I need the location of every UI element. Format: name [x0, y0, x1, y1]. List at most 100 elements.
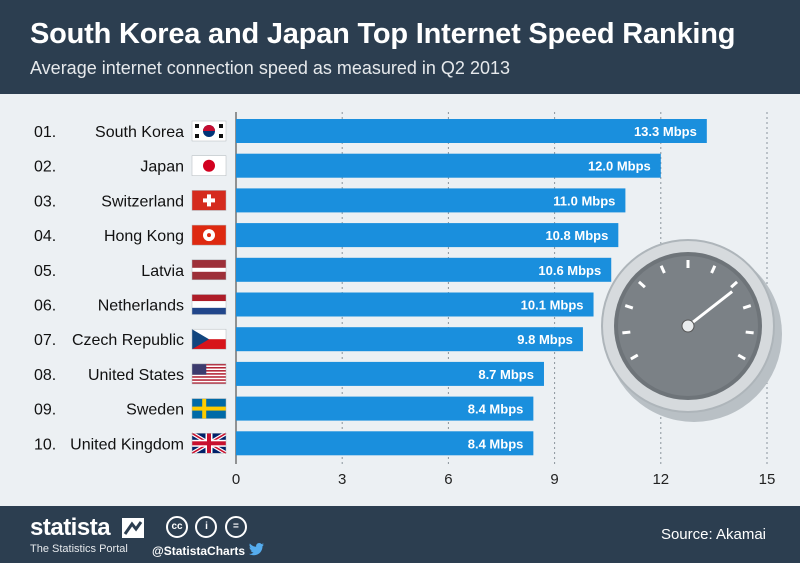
flag-part	[192, 370, 226, 372]
category-label: Hong Kong	[104, 228, 184, 245]
x-tick-label: 6	[444, 471, 452, 488]
flag-part	[207, 233, 211, 238]
statista-mark-icon	[122, 518, 144, 538]
no-derivatives-icon[interactable]: =	[224, 516, 247, 538]
x-tick-label: 3	[338, 471, 346, 488]
flag-border	[191, 259, 227, 281]
flag-part	[195, 134, 199, 138]
value-label: 9.8 Mbps	[517, 332, 573, 347]
speedometer-tick	[745, 330, 754, 335]
category-label: Latvia	[141, 263, 184, 280]
flag-part	[192, 301, 226, 308]
united-kingdom-flag	[190, 431, 228, 456]
speedometer-tick	[630, 353, 639, 361]
bar	[236, 119, 707, 143]
flag-part	[192, 373, 226, 375]
flag-border	[191, 120, 227, 142]
flag-part	[192, 307, 226, 315]
license-icons[interactable]: cc i =	[166, 516, 250, 540]
value-label: 10.6 Mbps	[538, 263, 601, 278]
value-label: 12.0 Mbps	[588, 159, 651, 174]
rank-label: 09.	[34, 402, 56, 419]
rank-label: 03.	[34, 193, 56, 210]
rank-label: 01.	[34, 124, 56, 141]
bar	[236, 153, 661, 178]
rank-label: 10.	[34, 436, 56, 453]
flag-border	[191, 155, 227, 176]
value-label: 13.3 Mbps	[634, 124, 697, 139]
value-label: 11.0 Mbps	[553, 193, 615, 208]
bar	[236, 257, 612, 282]
flag-border	[191, 433, 227, 454]
flag-part	[203, 198, 215, 203]
creative-commons-icon[interactable]: cc	[166, 516, 188, 538]
footer-bar: statista The Statistics Portal cc i = @S…	[0, 506, 800, 563]
flag-part	[192, 363, 207, 375]
category-label: Netherlands	[98, 298, 184, 315]
rank-label: 02.	[34, 159, 56, 176]
switzerland-flag	[191, 190, 227, 211]
bar	[236, 431, 534, 456]
rank-label: 04.	[34, 228, 56, 245]
speedometer-icon	[601, 239, 782, 422]
bar	[236, 361, 544, 386]
flag-part	[192, 294, 226, 302]
statista-tagline: The Statistics Portal	[30, 543, 128, 555]
czech-republic-flag	[191, 328, 227, 350]
category-label: Czech Republic	[72, 332, 184, 349]
sweden-flag	[191, 398, 227, 419]
speedometer-tick	[659, 265, 666, 274]
speedometer-tick	[624, 304, 634, 310]
flag-part	[192, 267, 226, 272]
x-tick-label: 0	[232, 471, 240, 488]
rank-label: 07.	[34, 332, 56, 349]
value-label: 10.1 Mbps	[521, 298, 584, 313]
flag-border	[191, 398, 227, 419]
flag-part	[192, 366, 226, 369]
value-label: 8.7 Mbps	[478, 367, 534, 382]
flag-part	[203, 125, 215, 131]
speedometer-needle	[687, 290, 734, 328]
attribution-icon[interactable]: i	[195, 516, 218, 538]
category-label: Switzerland	[101, 193, 184, 210]
flag-part	[195, 124, 199, 128]
bar-chart: 0 3 6 9 12 15 01. South Korea 13.3 Mbps 02. Japan 1…	[34, 112, 782, 488]
flag-part	[192, 329, 226, 340]
category-label: United States	[88, 367, 184, 384]
flag-part	[192, 339, 226, 350]
bar	[236, 327, 583, 352]
statista-logo[interactable]: statista	[30, 514, 111, 541]
japan-flag	[191, 155, 227, 176]
flag-border	[191, 190, 227, 211]
united-states-flag	[191, 363, 227, 385]
x-tick-label: 15	[759, 471, 776, 488]
header-banner: South Korea and Japan Top Internet Speed…	[0, 0, 800, 94]
chart-subtitle: Average internet connection speed as mea…	[30, 58, 510, 78]
source-note: Source: Akamai	[660, 526, 766, 543]
speedometer-tick	[730, 280, 739, 289]
flag-border	[191, 328, 227, 350]
x-tick-label: 12	[652, 471, 669, 488]
category-label: Sweden	[126, 402, 184, 419]
twitter-handle[interactable]: @StatistaCharts	[152, 544, 246, 558]
netherlands-flag	[191, 294, 227, 315]
value-label: 10.8 Mbps	[545, 228, 608, 243]
flag-part	[192, 406, 226, 411]
flag-border	[191, 363, 227, 385]
category-label: Japan	[140, 159, 184, 176]
flag-part	[192, 329, 209, 350]
value-label: 8.4 Mbps	[468, 402, 524, 417]
flag-part	[192, 363, 226, 366]
rank-label: 06.	[34, 298, 56, 315]
speedometer-tick	[710, 265, 717, 274]
flag-part	[192, 441, 226, 446]
flag-part	[192, 382, 226, 384]
x-tick-label: 9	[550, 471, 558, 488]
value-label: 8.4 Mbps	[468, 436, 524, 451]
flag-border	[191, 294, 227, 315]
bar	[236, 396, 534, 421]
twitter-bird-icon[interactable]	[249, 543, 264, 556]
rank-label: 05.	[34, 263, 56, 280]
chart-title: South Korea and Japan Top Internet Speed…	[30, 18, 736, 50]
bar	[236, 292, 594, 317]
